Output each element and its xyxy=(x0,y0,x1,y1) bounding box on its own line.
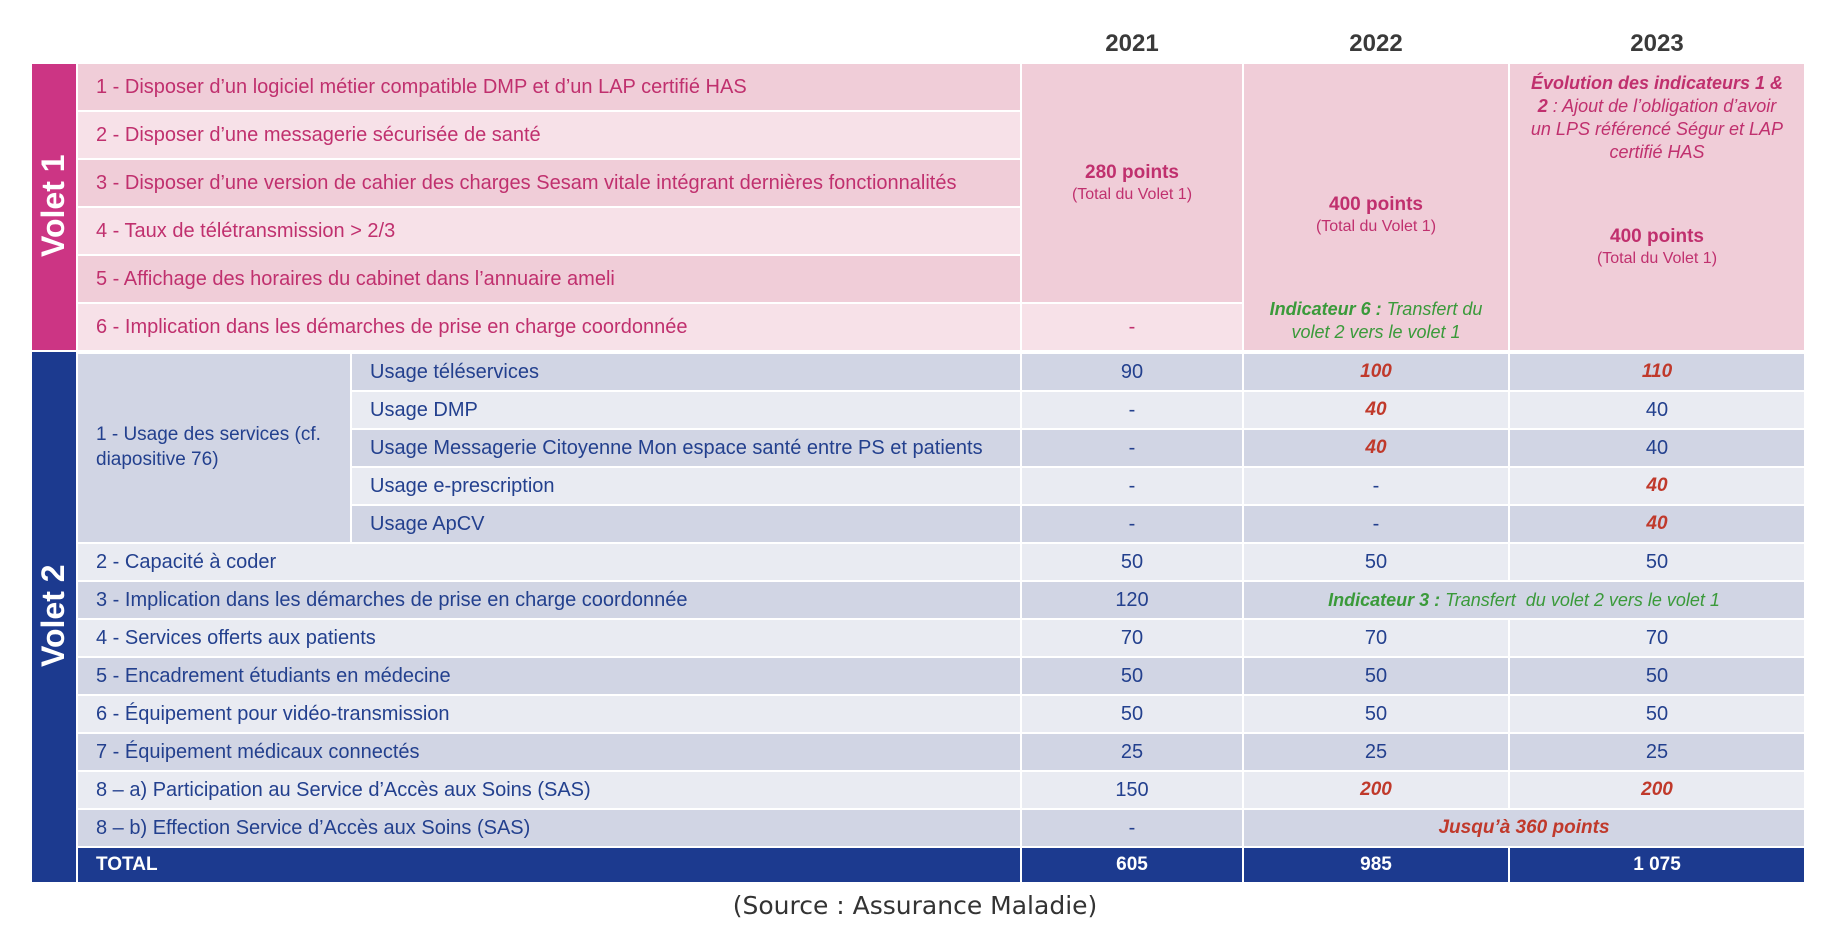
volet2-row-4-2022: 70 xyxy=(1244,620,1508,656)
volet2-row-4-2021: 70 xyxy=(1022,620,1242,656)
volet2-row-6-label: 6 - Équipement pour vidéo-transmission xyxy=(78,696,1020,732)
usage-label-1: Usage téléservices xyxy=(352,354,1020,390)
volet2-row-2-label: 2 - Capacité à coder xyxy=(78,544,1020,580)
usage-1-2021: 90 xyxy=(1022,354,1242,390)
usage-2-2021: - xyxy=(1022,392,1242,428)
indicator3-text: Transfert du volet 2 vers le volet 1 xyxy=(1440,589,1720,610)
volet1-item-3: 3 - Disposer d’une version de cahier des… xyxy=(78,160,1020,206)
volet1-2021-item6: - xyxy=(1022,304,1242,350)
total-2022: 985 xyxy=(1244,848,1508,882)
volet1-2023-cell: Évolution des indicateurs 1 & 2 : Ajout … xyxy=(1510,64,1804,350)
usage-4-2022: - xyxy=(1244,468,1508,504)
usage-2-2022: 40 xyxy=(1244,392,1508,428)
year-header-2023: 2023 xyxy=(1630,30,1684,57)
volet2-row-7-2021: 25 xyxy=(1022,734,1242,770)
volet1-2023-total: 400 points (Total du Volet 1) xyxy=(1510,226,1804,268)
usage-label-5: Usage ApCV xyxy=(352,506,1020,542)
volet1-2023-evolution: Évolution des indicateurs 1 & 2 : Ajout … xyxy=(1526,72,1788,164)
volet1-2021-points: 280 points xyxy=(1085,162,1179,183)
volet2-row-7-2022: 25 xyxy=(1244,734,1508,770)
volet2-row-5-label: 5 - Encadrement étudiants en médecine xyxy=(78,658,1020,694)
usage-5-2021: - xyxy=(1022,506,1242,542)
volet2-row-8b-label: 8 – b) Effection Service d’Accès aux Soi… xyxy=(78,810,1020,846)
volet1-2022-note: Indicateur 6 : Transfert du volet 2 vers… xyxy=(1258,298,1494,344)
usage-3-2023: 40 xyxy=(1510,430,1804,466)
volet2-row-3-2021: 120 xyxy=(1022,582,1242,618)
usage-label-4: Usage e-prescription xyxy=(352,468,1020,504)
evolution-text: : Ajout de l’obligation d’avoir un LPS r… xyxy=(1530,96,1784,162)
volet2-row-8a-2021: 150 xyxy=(1022,772,1242,808)
volet2-row-3-merged: Indicateur 3 : Transfert du volet 2 vers… xyxy=(1244,582,1804,618)
volet2-row-5-2021: 50 xyxy=(1022,658,1242,694)
usage-2-2023: 40 xyxy=(1510,392,1804,428)
volet2-row-2-2022: 50 xyxy=(1244,544,1508,580)
volet1-bar xyxy=(32,64,76,350)
volet1-2022-total: 400 points (Total du Volet 1) xyxy=(1244,194,1508,236)
usage-label-3: Usage Messagerie Citoyenne Mon espace sa… xyxy=(352,430,1020,466)
volet1-item-5: 5 - Affichage des horaires du cabinet da… xyxy=(78,256,1020,302)
evolution-label: Évolution des indicateurs 1 & 2 xyxy=(1530,73,1784,116)
year-header-2021: 2021 xyxy=(1105,30,1159,57)
volet1-label: Volet 1 xyxy=(35,154,71,257)
volet1-2022-points: 400 points xyxy=(1329,194,1423,215)
volet1-item-1: 1 - Disposer d’un logiciel métier compat… xyxy=(78,64,1020,110)
usage-1-2023: 110 xyxy=(1510,354,1804,390)
total-label: TOTAL xyxy=(78,848,1020,882)
volet1-2022-sub: (Total du Volet 1) xyxy=(1315,218,1437,235)
volet2-row-7-label: 7 - Équipement médicaux connectés xyxy=(78,734,1020,770)
total-2023: 1 075 xyxy=(1510,848,1804,882)
volet1-item-4: 4 - Taux de télétransmission > 2/3 xyxy=(78,208,1020,254)
year-header-2022: 2022 xyxy=(1349,30,1403,57)
indicator6-label: Indicateur 6 : xyxy=(1269,299,1382,319)
volet2-row-8a-2023: 200 xyxy=(1510,772,1804,808)
volet2-row-8a-2022: 200 xyxy=(1244,772,1508,808)
volet2-row-6-2022: 50 xyxy=(1244,696,1508,732)
volet2-group1-label: 1 - Usage des services (cf. diapositive … xyxy=(78,354,350,542)
volet2-bar xyxy=(32,352,76,882)
volet2-row-5-2022: 50 xyxy=(1244,658,1508,694)
usage-5-2022: - xyxy=(1244,506,1508,542)
volet2-label: Volet 2 xyxy=(35,564,71,667)
volet1-item-2: 2 - Disposer d’une messagerie sécurisée … xyxy=(78,112,1020,158)
source-caption: (Source : Assurance Maladie) xyxy=(732,890,1098,920)
usage-label-2: Usage DMP xyxy=(352,392,1020,428)
volet2-row-6-2021: 50 xyxy=(1022,696,1242,732)
volet2-row-7-2023: 25 xyxy=(1510,734,1804,770)
volet2-row-2-2023: 50 xyxy=(1510,544,1804,580)
volet1-2023-sub: (Total du Volet 1) xyxy=(1596,250,1718,267)
indicator3-label: Indicateur 3 : xyxy=(1328,589,1441,610)
volet1-2021-total: 280 points (Total du Volet 1) xyxy=(1022,64,1242,302)
usage-4-2021: - xyxy=(1022,468,1242,504)
usage-3-2021: - xyxy=(1022,430,1242,466)
volet2-row-8b-2021: - xyxy=(1022,810,1242,846)
volet2-row-8b-merged: Jusqu’à 360 points xyxy=(1244,810,1804,846)
volet1-2022-cell: 400 points (Total du Volet 1) Indicateur… xyxy=(1244,64,1508,350)
usage-5-2023: 40 xyxy=(1510,506,1804,542)
usage-1-2022: 100 xyxy=(1244,354,1508,390)
indicator6-text: Transfert du volet 2 vers le volet 1 xyxy=(1291,299,1483,342)
volet1-2023-points: 400 points xyxy=(1610,226,1704,247)
volet1-2021-sub: (Total du Volet 1) xyxy=(1071,186,1193,203)
volet2-row-2-2021: 50 xyxy=(1022,544,1242,580)
total-2021: 605 xyxy=(1022,848,1242,882)
volet2-row-4-label: 4 - Services offerts aux patients xyxy=(78,620,1020,656)
volet2-row-3-label: 3 - Implication dans les démarches de pr… xyxy=(78,582,1020,618)
volet2-row-5-2023: 50 xyxy=(1510,658,1804,694)
volet2-row-4-2023: 70 xyxy=(1510,620,1804,656)
usage-3-2022: 40 xyxy=(1244,430,1508,466)
usage-4-2023: 40 xyxy=(1510,468,1804,504)
volet1-item-6: 6 - Implication dans les démarches de pr… xyxy=(78,304,1020,350)
volet2-row-6-2023: 50 xyxy=(1510,696,1804,732)
volet2-row-8a-label: 8 – a) Participation au Service d’Accès … xyxy=(78,772,1020,808)
